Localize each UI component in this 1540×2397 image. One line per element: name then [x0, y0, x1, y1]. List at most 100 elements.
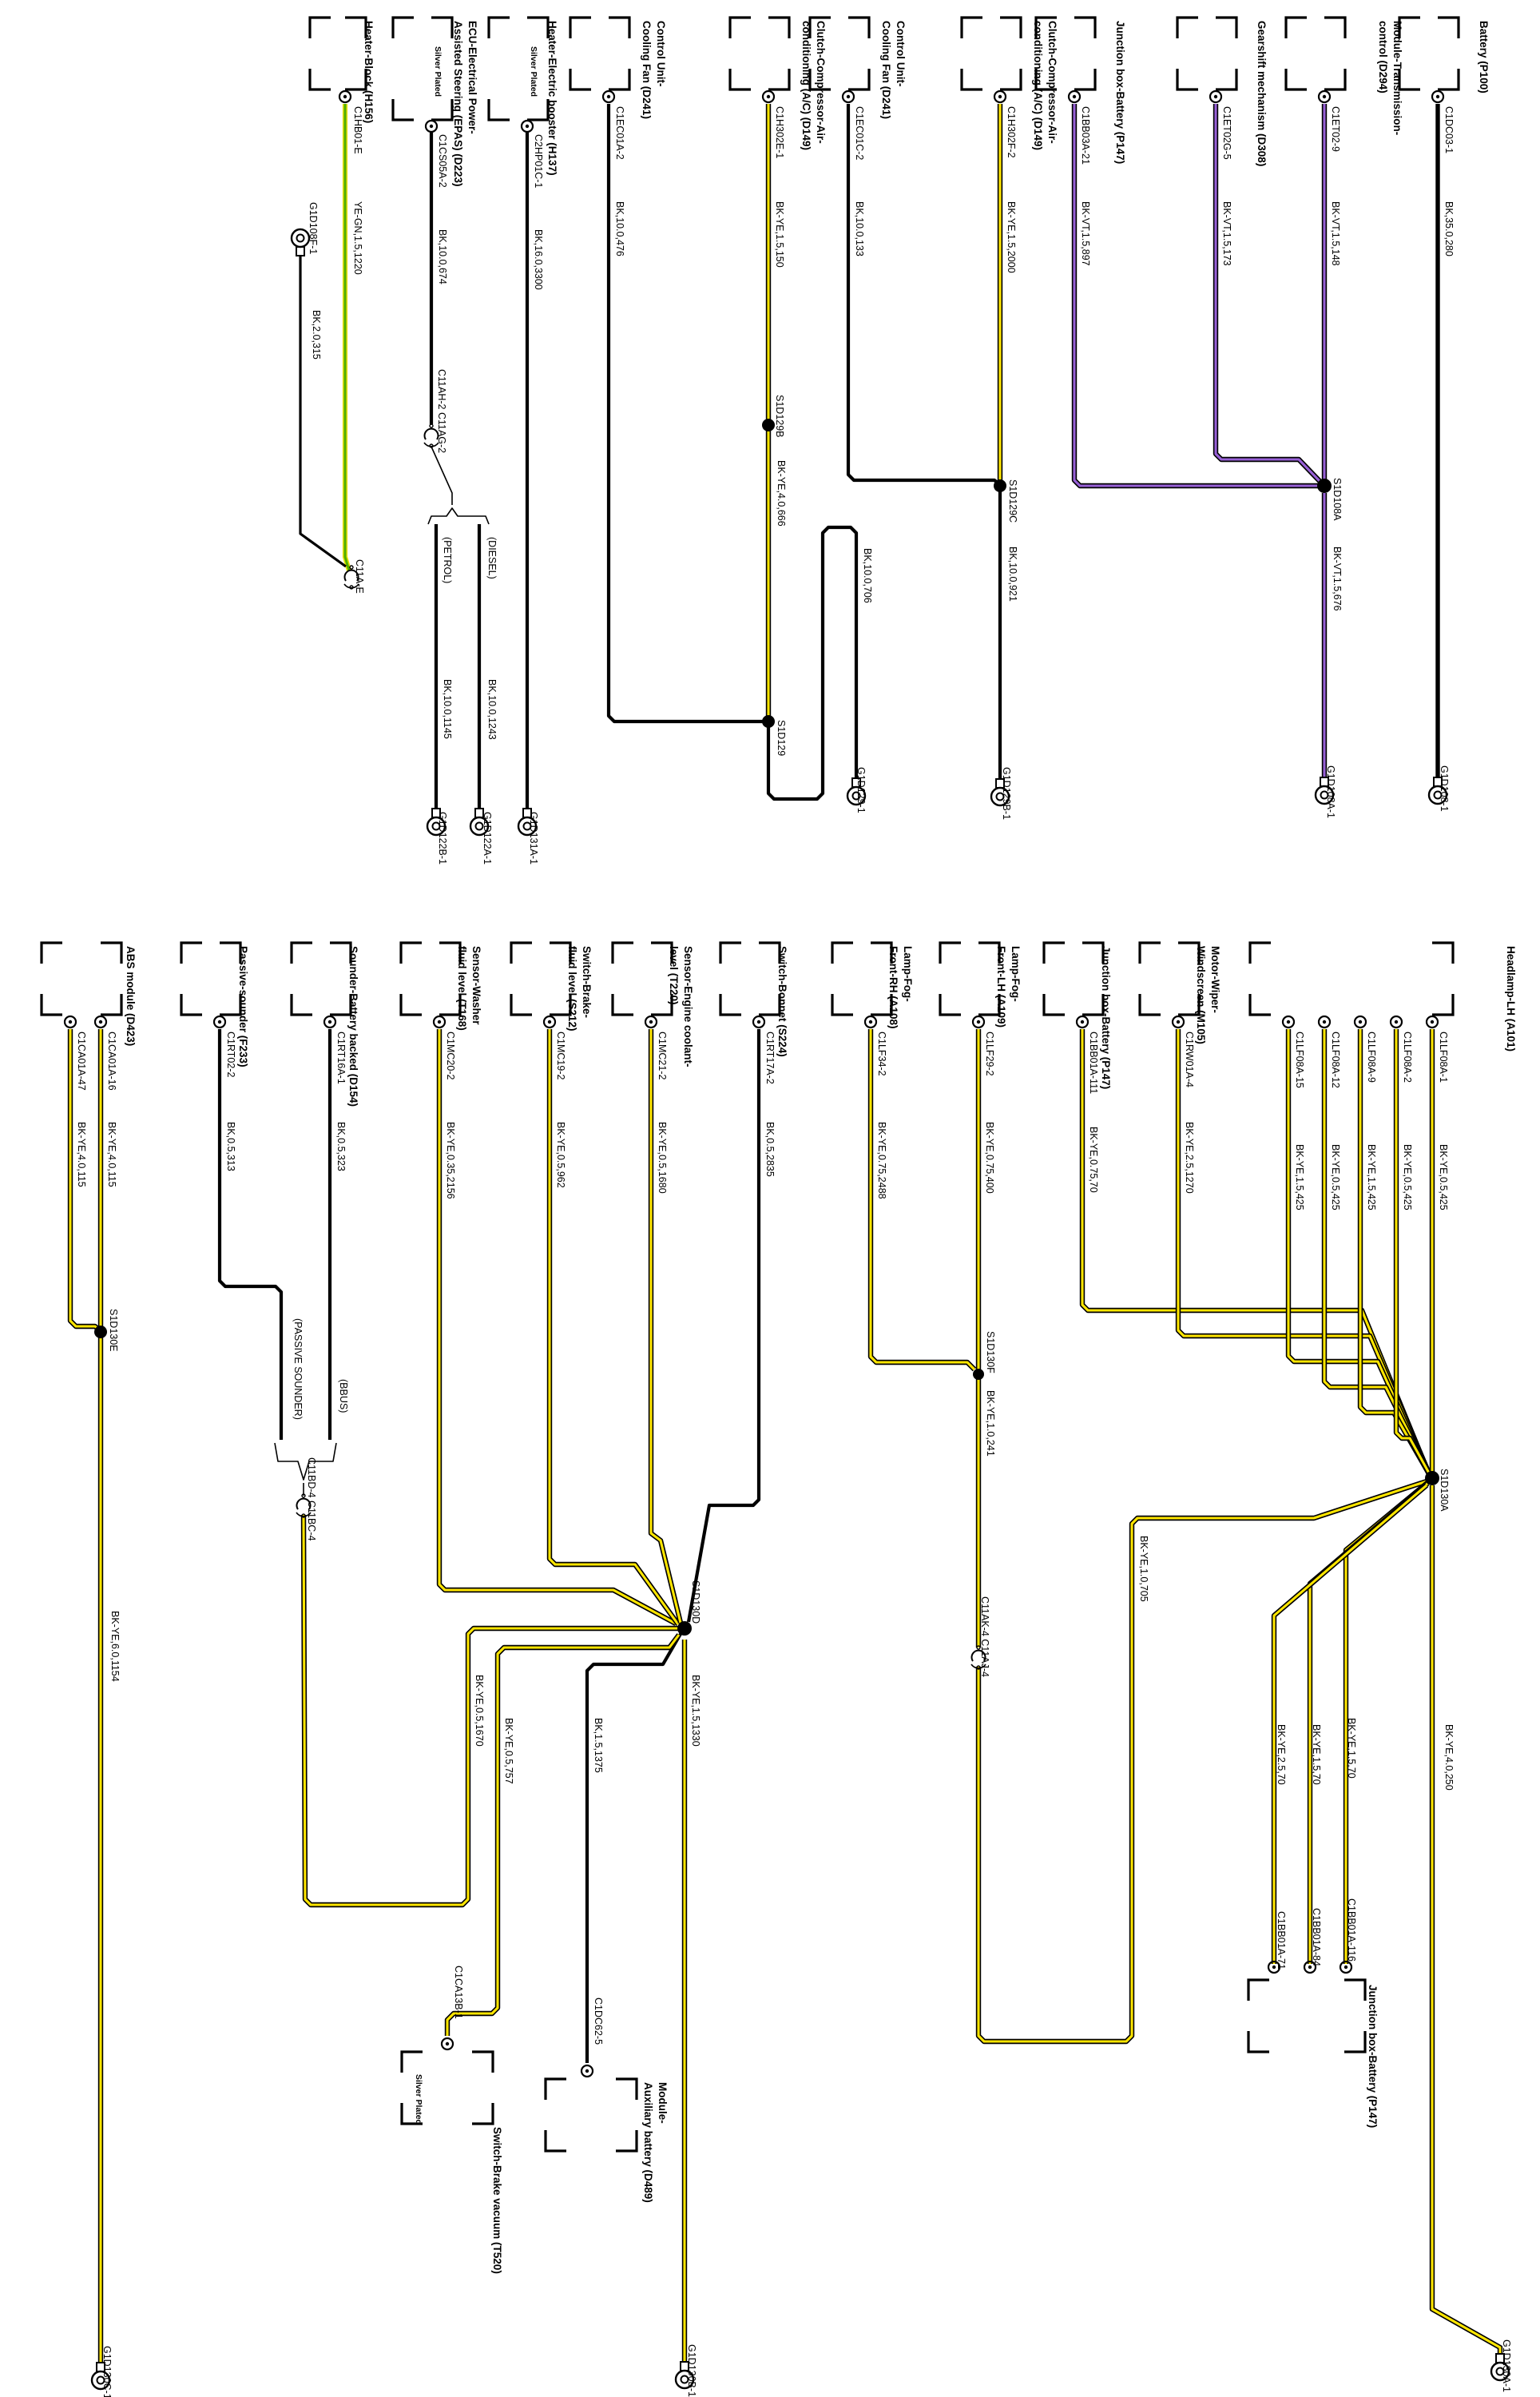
wire-label-121: BK-YE,4.0,250	[1443, 1724, 1455, 1791]
wire-label-114: BK-YE,1.5,1330	[690, 1675, 701, 1747]
wire-label-33: C1DC03-1	[1443, 106, 1455, 154]
wire-label-88: C1LF29-2	[984, 1032, 995, 1076]
pin-dot-icon-6	[998, 94, 1002, 99]
wire-label-24: BK,10.0,133	[854, 201, 865, 256]
wire-label-46: S1D129B	[774, 395, 785, 438]
wire-label-13: C1HB01-E	[352, 106, 363, 154]
variant-brace-icon-0	[427, 507, 490, 525]
ground-eyelet-icon-2	[469, 816, 490, 837]
component-name-label-131: Module- Auxiliary battery (D489)	[642, 2082, 669, 2203]
wire-label-124: C1BB01A-116	[1346, 1898, 1357, 1962]
component-name-label-61: Sensor-Washer fluid level (T168)	[456, 946, 482, 1031]
pin-dot-icon-31	[585, 2069, 589, 2073]
wire-label-78: C1MC20-2	[445, 1032, 456, 1080]
pin-ring-icon-22	[1171, 1015, 1185, 1029]
ground-eyelet-icon-1	[426, 816, 447, 837]
pin-ring-icon-21	[1075, 1015, 1090, 1029]
component-bracket-0	[308, 16, 367, 91]
wire-label-106: G1D130C-1	[101, 2346, 113, 2397]
wire-label-54: S1D108A	[1332, 478, 1343, 521]
wire-bkye-38-core	[1431, 1485, 1502, 2354]
wire-label-34: BK,35.0,280	[1443, 201, 1455, 256]
wire-bkvt-13-core	[1073, 104, 1318, 487]
pin-dot-icon-14	[327, 1020, 332, 1024]
wire-label-103: BK-YE,0.5,425	[1438, 1144, 1449, 1210]
wire-label-37: C11A-E	[354, 559, 365, 594]
wire-label-18: BK,16.0,3300	[533, 229, 544, 290]
wire-label-89: BK-YE,0.75,400	[984, 1122, 995, 1194]
inline-connector-pin-bottom-icon-3	[976, 1665, 981, 1670]
pin-dot-icon-10	[1435, 94, 1440, 99]
pin-dot-icon-1	[429, 124, 434, 129]
component-name-label-6: Clutch-Compressor-Air- conditioning (A/C…	[800, 21, 827, 150]
wire-bk-9	[766, 525, 859, 801]
pin-dot-icon-15	[437, 1020, 442, 1024]
pin-dot-icon-16	[547, 1020, 552, 1024]
component-name-label-134: Switch-Brake vacuum (T520)	[491, 2127, 503, 2274]
wire-label-4: Silver Plated	[529, 46, 538, 97]
pin-ring-icon-7	[1067, 89, 1082, 104]
wire-label-98: C1LF08A-9	[1366, 1032, 1377, 1083]
component-name-label-66: Lamp-Fog- Front-LH (A109)	[995, 946, 1022, 1028]
wire-label-57: G1D108-1	[1439, 765, 1450, 812]
wire-label-16: BK,10.0,674	[437, 229, 448, 284]
splice-dot-icon-3	[1317, 479, 1332, 493]
wire-label-20: BK,10.0,476	[614, 201, 625, 256]
wire-label-73: BK-YE,4.0,115	[106, 1122, 117, 1187]
component-name-label-12: Battery (P100)	[1478, 21, 1490, 93]
wire-label-23: C1EC01C-2	[854, 106, 865, 161]
component-name-label-58: ABS module (D423)	[125, 946, 137, 1047]
wire-label-41: (DIESEL)	[486, 537, 498, 579]
pin-dot-icon-7	[1072, 94, 1077, 99]
pin-ring-icon-11	[63, 1015, 77, 1029]
pin-ring-icon-31	[580, 2064, 594, 2078]
component-bracket-8	[1176, 16, 1238, 91]
wire-bkye-28-core	[869, 1029, 976, 1371]
wire-label-40: BK,10.0,1145	[442, 679, 453, 739]
wire-bkye-30-core	[977, 1480, 1427, 2043]
ground-eyelet-icon-8	[90, 2370, 111, 2391]
component-bracket-6	[960, 16, 1022, 91]
component-bracket-20	[1042, 941, 1105, 1016]
wire-bk-27	[686, 1029, 761, 1623]
pin-ring-icon-27	[1425, 1015, 1439, 1029]
pin-dot-icon-30	[1344, 1965, 1348, 1970]
component-name-label-10: Gearshift mechanism (D308)	[1256, 21, 1268, 167]
ground-eyelet-inner-icon-7	[1433, 790, 1443, 800]
inline-connector-saddle-icon-0	[343, 583, 359, 589]
wire-label-77: BK,0.5,323	[335, 1122, 347, 1171]
wire-yegn-0-core	[343, 104, 351, 571]
wire-label-122: G1D130A-1	[1501, 2339, 1512, 2393]
wire-label-125: BK-YE,1.5,70	[1311, 1724, 1322, 1785]
pin-dot-icon-2	[525, 124, 530, 129]
component-name-label-65: Lamp-Fog- Front-RH (A108)	[887, 946, 914, 1029]
pin-ring-icon-14	[323, 1015, 337, 1029]
pin-dot-icon-13	[217, 1020, 222, 1024]
wire-label-31: C1ET02-9	[1330, 106, 1341, 152]
component-bracket-13	[290, 941, 352, 1016]
component-name-label-59: Passive-sounder (F233)	[237, 946, 249, 1067]
wire-bk-3	[431, 446, 453, 505]
component-bracket-9	[1284, 16, 1347, 91]
wire-label-70: C1CA01A-47	[76, 1032, 87, 1091]
wire-label-94: C1LF08A-15	[1294, 1032, 1305, 1088]
wire-label-96: C1LF08A-12	[1330, 1032, 1341, 1088]
pin-ring-icon-6	[993, 89, 1007, 104]
ground-eyelet-inner-icon-9	[680, 2375, 689, 2384]
wire-label-35: G1D108F-1	[308, 202, 319, 255]
pin-ring-icon-17	[644, 1015, 658, 1029]
component-bracket-10	[1398, 16, 1460, 91]
pin-ring-icon-23	[1281, 1015, 1296, 1029]
wire-label-101: BK-YE,0.5,425	[1402, 1144, 1413, 1210]
wire-label-19: C1EC01A-2	[614, 106, 625, 160]
wire-label-115: G1D130B-1	[686, 2344, 697, 2397]
wire-label-97: BK-YE,0.5,425	[1330, 1144, 1341, 1210]
wire-label-45: G1D131A-1	[528, 812, 539, 865]
pin-dot-icon-20	[976, 1020, 981, 1024]
pin-ring-icon-3	[601, 89, 616, 104]
wire-bkye-35-core	[1359, 1029, 1432, 1477]
ground-eyelet-icon-9	[674, 2369, 695, 2390]
pin-ring-icon-5	[841, 89, 855, 104]
splice-dot-icon-2	[994, 479, 1006, 492]
wire-label-72: C1CA01A-16	[106, 1032, 117, 1091]
